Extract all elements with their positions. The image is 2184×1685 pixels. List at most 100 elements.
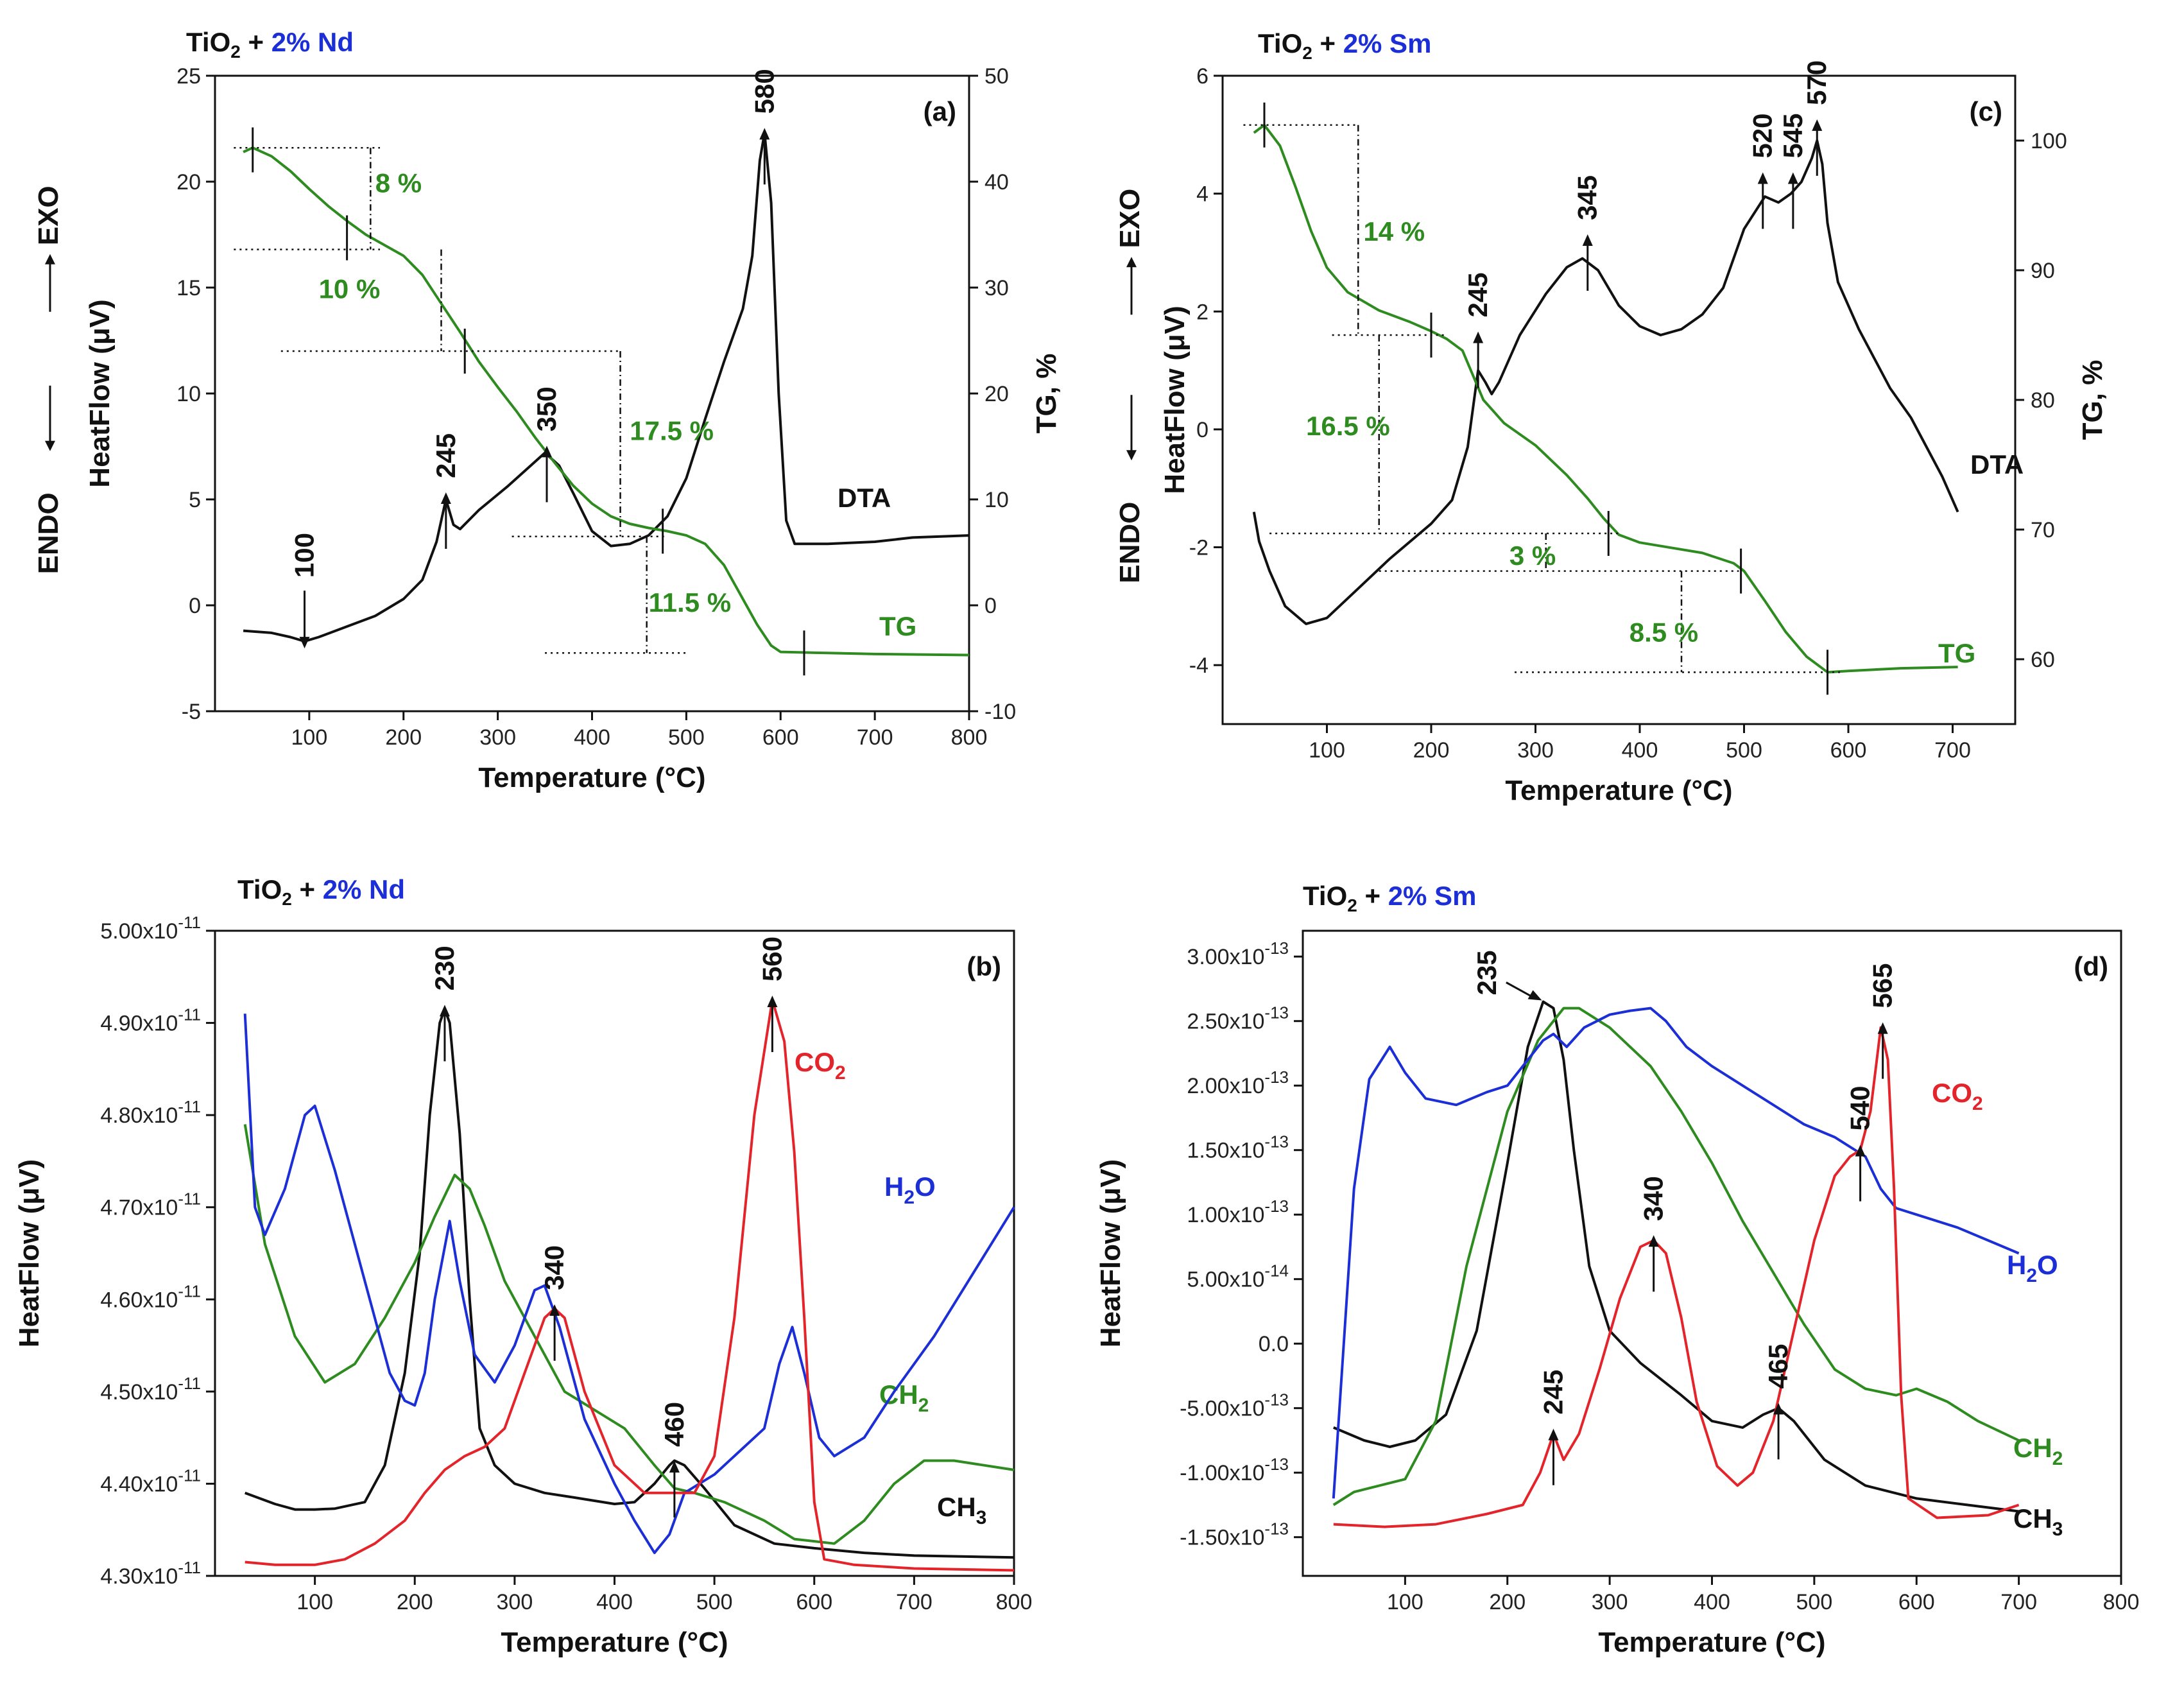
series-label-h2o: H2O: [884, 1171, 936, 1208]
plot-frame: [214, 74, 970, 713]
series-label-tg: TG: [879, 611, 916, 641]
y-tick-label: 4.70x10-11: [100, 1189, 201, 1220]
y-tick-label: 4.60x10-11: [100, 1281, 201, 1312]
series-line-ch2: [1332, 1007, 2020, 1507]
series-line-dta: [1252, 139, 1959, 625]
y-axis-label: HeatFlow (μV): [13, 1159, 45, 1347]
y-tick-label: 25: [176, 64, 201, 89]
series-label-ch3: CH3: [937, 1492, 986, 1528]
peak-label: 245: [1538, 1370, 1568, 1415]
peak-label: 540: [1845, 1085, 1875, 1130]
x-tick-label: 700: [857, 725, 893, 750]
x-tick-label: 800: [951, 725, 988, 750]
peak-label: 560: [757, 937, 787, 981]
x-tick-label: 500: [696, 1590, 733, 1614]
x-tick-label: 500: [1726, 738, 1762, 763]
y2-tick-label: 60: [2031, 648, 2055, 672]
x-tick-label: 100: [291, 725, 328, 750]
peak-label: 345: [1572, 175, 1603, 220]
peak-arrow-head: [549, 1304, 560, 1316]
x-tick-label: 100: [1387, 1590, 1423, 1614]
mass-loss-label: 10 %: [319, 274, 381, 304]
chart-panel-d: 100 200 300 400 500 600 700 800 -1.50x10-13 -1.00…: [1091, 854, 2184, 1685]
series-line-h2o: [243, 1014, 1015, 1555]
peak-label: 565: [1868, 963, 1898, 1008]
y-tick-label: 2: [1196, 300, 1208, 324]
chart-a-svg: 100 200 300 400 500 600 700 800 -5 0 5 10 15 20 25 -10 0…: [33, 27, 1062, 793]
x-tick-label: 300: [1592, 1590, 1628, 1614]
y-tick-label: 20: [176, 170, 201, 194]
y-tick-label: 10: [176, 382, 201, 406]
plot-frame: [1221, 74, 2016, 725]
series-label-dta: DTA: [838, 483, 891, 513]
y-tick-label: 0: [189, 594, 201, 618]
y-tick-label: 5.00x10-11: [100, 913, 201, 944]
y-tick-label: 4.40x10-11: [100, 1465, 201, 1496]
y-tick-label: 3.00x10-13: [1187, 938, 1289, 969]
y2-tick-label: 0: [985, 594, 997, 618]
peak-label: 580: [749, 69, 779, 114]
y-tick-label: 2.00x10-13: [1187, 1067, 1289, 1098]
y-tick-label: 0: [1196, 418, 1208, 442]
series-line-co2: [1333, 1026, 2020, 1528]
peak-arrow-head: [1855, 1145, 1866, 1157]
x-tick-label: 400: [1694, 1590, 1730, 1614]
y2-tick-label: -10: [985, 700, 1016, 724]
x-tick-label: 200: [1413, 738, 1450, 763]
y-tick-label: -5: [182, 700, 201, 724]
mass-loss-label: 8 %: [375, 168, 422, 198]
chart-title: TiO2 + 2% Sm: [1303, 881, 1476, 915]
y2-tick-label: 70: [2031, 518, 2055, 542]
x-tick-label: 300: [479, 725, 516, 750]
chart-title: TiO2 + 2% Nd: [186, 27, 354, 62]
x-axis-label: Temperature (°C): [478, 762, 705, 793]
peak-arrow-head: [767, 995, 778, 1007]
panel-label: (d): [2074, 951, 2108, 981]
peak-arrow-head: [1812, 119, 1823, 131]
peak-label: 465: [1763, 1344, 1793, 1388]
y-tick-label: 1.00x10-13: [1187, 1197, 1289, 1227]
x-tick-label: 600: [762, 725, 799, 750]
x-tick-label: 100: [297, 1590, 333, 1614]
peak-arrow-head: [759, 128, 770, 140]
y2-axis-label: TG, %: [1031, 354, 1062, 434]
mass-loss-label: 3 %: [1509, 540, 1556, 571]
series-line-tg: [243, 146, 970, 657]
x-tick-label: 600: [1830, 738, 1867, 763]
y-tick-label: -4: [1189, 653, 1208, 678]
exo-arrow-head: [1126, 257, 1137, 268]
endo-label: ENDO: [33, 492, 64, 574]
y-tick-label: 4.50x10-11: [100, 1374, 201, 1404]
x-tick-label: 600: [796, 1590, 832, 1614]
y-tick-label: -1.00x10-13: [1180, 1455, 1289, 1485]
x-tick-label: 700: [896, 1590, 933, 1614]
series-line-ch3: [1333, 1000, 2019, 1513]
x-tick-label: 400: [574, 725, 610, 750]
peak-arrow-head: [439, 1005, 450, 1017]
x-axis-label: Temperature (°C): [501, 1627, 728, 1658]
peak-arrow-head: [1473, 331, 1484, 343]
x-tick-label: 400: [596, 1590, 633, 1614]
endo-arrow-head: [1126, 450, 1137, 461]
endo-arrow-head: [45, 440, 55, 451]
chart-panel-c: 100 200 300 400 500 600 700 -4 -2 0 2 4 6 60 70 80 90 100…: [1091, 0, 2184, 841]
mass-loss-label: 16.5 %: [1306, 411, 1390, 441]
series-label-ch2: CH2: [2013, 1433, 2063, 1469]
x-tick-label: 400: [1622, 738, 1658, 763]
y-axis-label: HeatFlow (μV): [1159, 306, 1191, 494]
series-label-ch2: CH2: [879, 1379, 929, 1416]
peak-arrow-head: [669, 1461, 680, 1473]
peak-label: 340: [539, 1245, 569, 1290]
chart-c-svg: 100 200 300 400 500 600 700 -4 -2 0 2 4 6 60 70 80 90 100…: [1114, 28, 2108, 806]
x-tick-label: 700: [1934, 738, 1971, 763]
chart-d-svg: 100 200 300 400 500 600 700 800 -1.50x10-13 -1.00…: [1095, 881, 2139, 1658]
y2-tick-label: 20: [985, 382, 1009, 406]
chart-panel-a: 100 200 300 400 500 600 700 800 -5 0 5 10 15 20 25 -10 0…: [0, 0, 1091, 828]
peak-arrow-head: [1527, 990, 1542, 1001]
x-tick-label: 700: [2000, 1590, 2037, 1614]
y-tick-label: -1.50x10-13: [1180, 1519, 1289, 1550]
exo-label: EXO: [1114, 189, 1146, 248]
series-label-h2o: H2O: [2007, 1250, 2058, 1286]
series-label-co2: CO2: [795, 1047, 846, 1084]
peak-pointer: [1506, 981, 1535, 999]
